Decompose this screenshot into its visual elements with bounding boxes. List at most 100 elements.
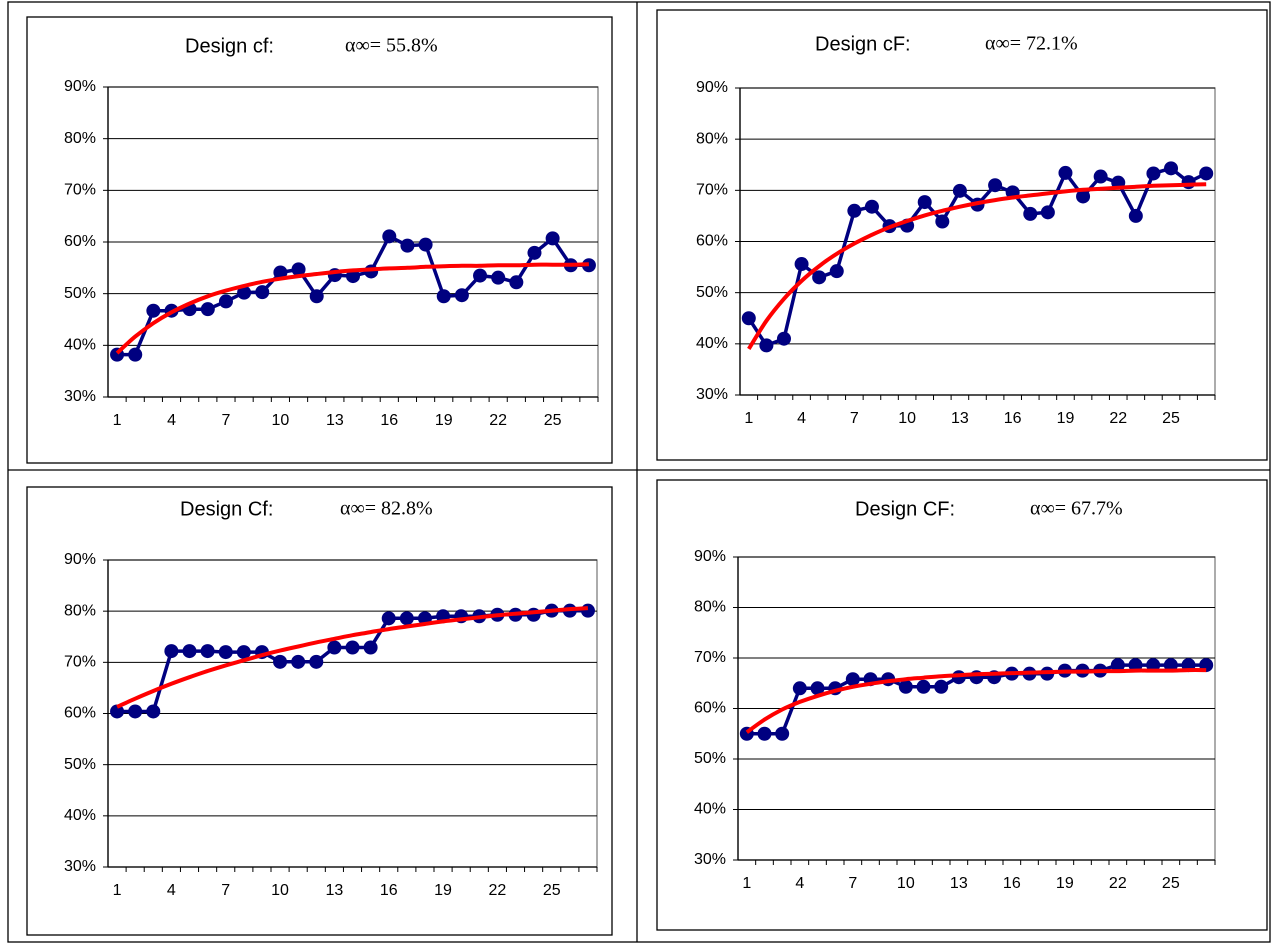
data-point: [1128, 208, 1143, 223]
data-point: [757, 726, 772, 741]
data-point: [110, 704, 125, 719]
chart-title: Design cF:: [815, 33, 911, 55]
fit-curve: [116, 606, 589, 709]
y-tick-label: 60%: [694, 700, 726, 717]
data-point: [1040, 205, 1055, 220]
y-tick-label: 80%: [696, 130, 728, 147]
x-tick-label: 10: [898, 410, 916, 427]
data-point: [952, 183, 967, 198]
data-point: [898, 679, 913, 694]
y-tick-label: 40%: [696, 335, 728, 352]
data-point: [545, 231, 560, 246]
data-point: [418, 237, 433, 252]
x-tick-label: 10: [897, 875, 915, 892]
data-point: [291, 262, 306, 277]
x-tick-label: 10: [272, 412, 290, 429]
data-point: [128, 347, 143, 362]
y-tick-label: 30%: [64, 388, 96, 405]
data-line: [747, 166, 1207, 348]
x-tick-label: 4: [167, 882, 176, 899]
chart-box: [656, 9, 1268, 461]
data-point: [1146, 166, 1161, 181]
chart-box: [656, 479, 1268, 931]
y-tick-label: 30%: [694, 851, 726, 868]
data-point: [1058, 165, 1073, 180]
data-point: [864, 199, 879, 214]
annotation: α∞= 67.7%: [1030, 498, 1123, 520]
data-point: [273, 654, 288, 669]
data-point: [436, 289, 451, 304]
data-point: [381, 611, 396, 626]
y-tick-label: 70%: [64, 182, 96, 199]
data-point: [491, 270, 506, 285]
y-tick-label: 50%: [64, 285, 96, 302]
data-point: [847, 203, 862, 218]
x-tick-label: 13: [326, 412, 344, 429]
data-point: [309, 289, 324, 304]
table-border: [7, 1, 1271, 943]
x-tick-label: 16: [380, 412, 398, 429]
fit-curve: [747, 182, 1207, 351]
x-tick-label: 16: [1003, 875, 1021, 892]
data-point: [812, 270, 827, 285]
chart-title: Design Cf:: [180, 498, 273, 520]
fit-curve: [745, 668, 1207, 734]
data-point: [935, 214, 950, 229]
chart-title: Design CF:: [855, 498, 955, 520]
data-point: [527, 245, 542, 260]
y-tick-label: 70%: [64, 654, 96, 671]
data-point: [399, 611, 414, 626]
x-tick-label: 13: [950, 875, 968, 892]
data-point: [146, 704, 161, 719]
data-point: [1076, 189, 1091, 204]
x-tick-label: 7: [222, 412, 231, 429]
y-tick-label: 50%: [694, 750, 726, 767]
x-tick-label: 19: [1057, 410, 1075, 427]
data-point: [1146, 658, 1161, 673]
annotation: α∞= 72.1%: [985, 33, 1078, 55]
data-point: [775, 726, 790, 741]
data-point: [810, 681, 825, 696]
data-point: [917, 195, 932, 210]
data-point: [988, 178, 1003, 193]
data-point: [934, 679, 949, 694]
x-tick-label: 13: [325, 882, 343, 899]
x-tick-label: 25: [1162, 410, 1180, 427]
data-point: [509, 275, 524, 290]
fit-curve: [115, 262, 589, 355]
data-point: [146, 303, 161, 318]
data-point: [1093, 169, 1108, 184]
x-tick-label: 10: [271, 882, 289, 899]
data-point: [327, 640, 342, 655]
annotation: α∞= 82.8%: [340, 498, 433, 520]
x-tick-label: 25: [1162, 875, 1180, 892]
data-point: [218, 294, 233, 309]
x-tick-label: 7: [221, 882, 230, 899]
data-point: [200, 302, 215, 317]
data-point: [776, 331, 791, 346]
y-tick-label: 40%: [64, 807, 96, 824]
data-point: [794, 257, 809, 272]
data-point: [164, 644, 179, 659]
data-point: [759, 338, 774, 353]
data-point: [916, 679, 931, 694]
y-tick-label: 90%: [694, 548, 726, 565]
data-point: [1181, 175, 1196, 190]
data-point: [237, 285, 252, 300]
y-tick-label: 50%: [64, 756, 96, 773]
y-tick-label: 70%: [696, 182, 728, 199]
data-point: [580, 603, 595, 618]
x-tick-label: 22: [489, 412, 507, 429]
data-point: [1023, 206, 1038, 221]
data-point: [236, 645, 251, 660]
data-point: [1199, 166, 1214, 181]
x-tick-label: 13: [951, 410, 969, 427]
data-line: [117, 608, 588, 714]
annotation: α∞= 55.8%: [345, 35, 438, 57]
data-point: [1164, 161, 1179, 176]
y-tick-label: 60%: [696, 233, 728, 250]
data-point: [400, 238, 415, 253]
data-point: [182, 644, 197, 659]
